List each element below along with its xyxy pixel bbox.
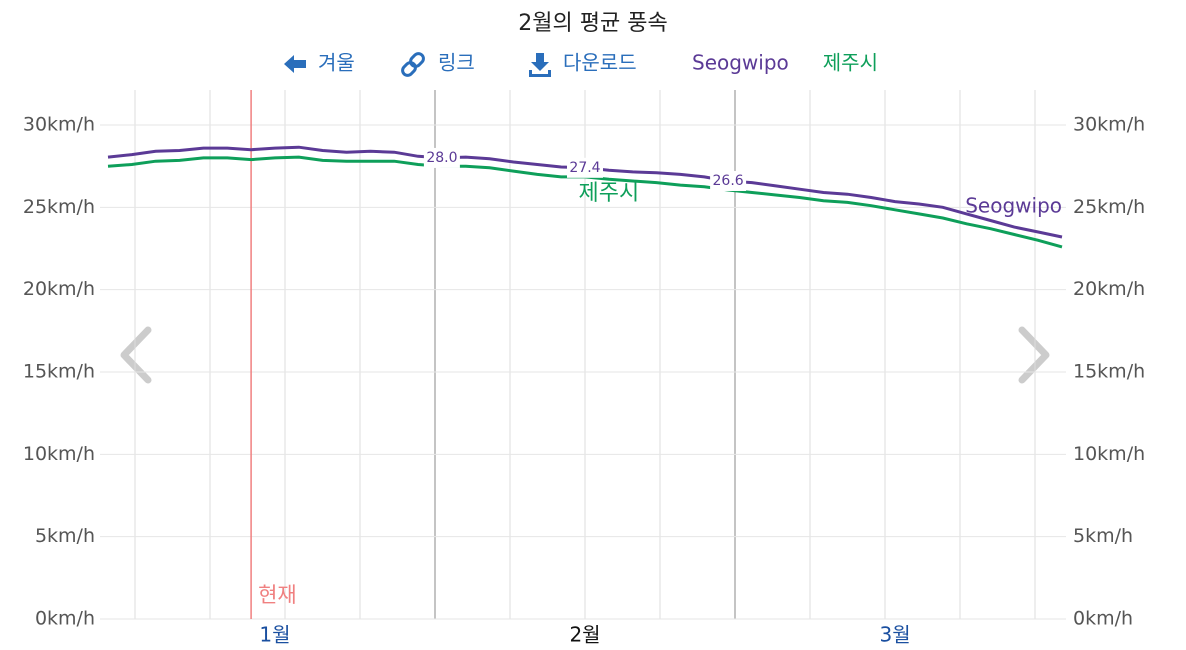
y2-tick-label: 5km/h: [1073, 525, 1133, 547]
button-label[interactable]: 겨울: [318, 51, 355, 75]
chart-title: 2월의 평균 풍속: [518, 11, 667, 36]
value-label-bg: [423, 147, 460, 168]
y2-tick-label: 0km/h: [1073, 608, 1133, 630]
value-label: 28.0: [426, 150, 457, 166]
button-download[interactable]: 다운로드: [529, 51, 637, 78]
y-tick-label: 20km/h: [23, 278, 95, 300]
x-tick-label[interactable]: 3월: [879, 623, 910, 647]
value-label: 26.6: [713, 173, 744, 189]
button-label[interactable]: 링크: [438, 51, 475, 75]
y-tick-label: 5km/h: [35, 525, 95, 547]
value-label: 27.4: [569, 160, 600, 176]
x-tick-label[interactable]: 1월: [259, 623, 290, 647]
y2-tick-label: 20km/h: [1073, 278, 1145, 300]
legend-entry[interactable]: 제주시: [823, 51, 878, 75]
link-icon: [401, 52, 425, 77]
button-label[interactable]: 다운로드: [563, 51, 637, 75]
arrow-icon: [284, 55, 306, 73]
y-tick-label: 30km/h: [23, 114, 95, 136]
series-end-label: Seogwipo: [965, 193, 1062, 217]
x-tick-label: 2월: [569, 623, 600, 647]
download-icon: [529, 53, 551, 77]
y-tick-label: 15km/h: [23, 361, 95, 383]
button-link[interactable]: 링크: [401, 51, 475, 78]
y2-tick-label: 25km/h: [1073, 196, 1145, 218]
y-tick-label: 25km/h: [23, 196, 95, 218]
y2-tick-label: 15km/h: [1073, 361, 1145, 383]
y-tick-label: 0km/h: [35, 608, 95, 630]
now-label: 현재: [258, 583, 297, 607]
y2-tick-label: 30km/h: [1073, 114, 1145, 136]
legend-entry[interactable]: Seogwipo: [692, 51, 789, 75]
series-end-label: 제주시: [578, 181, 639, 206]
y2-tick-label: 10km/h: [1073, 443, 1145, 465]
button-winter[interactable]: 겨울: [284, 51, 355, 75]
y-tick-label: 10km/h: [23, 443, 95, 465]
value-label-bg: [567, 157, 603, 178]
value-label-bg: [710, 170, 747, 191]
